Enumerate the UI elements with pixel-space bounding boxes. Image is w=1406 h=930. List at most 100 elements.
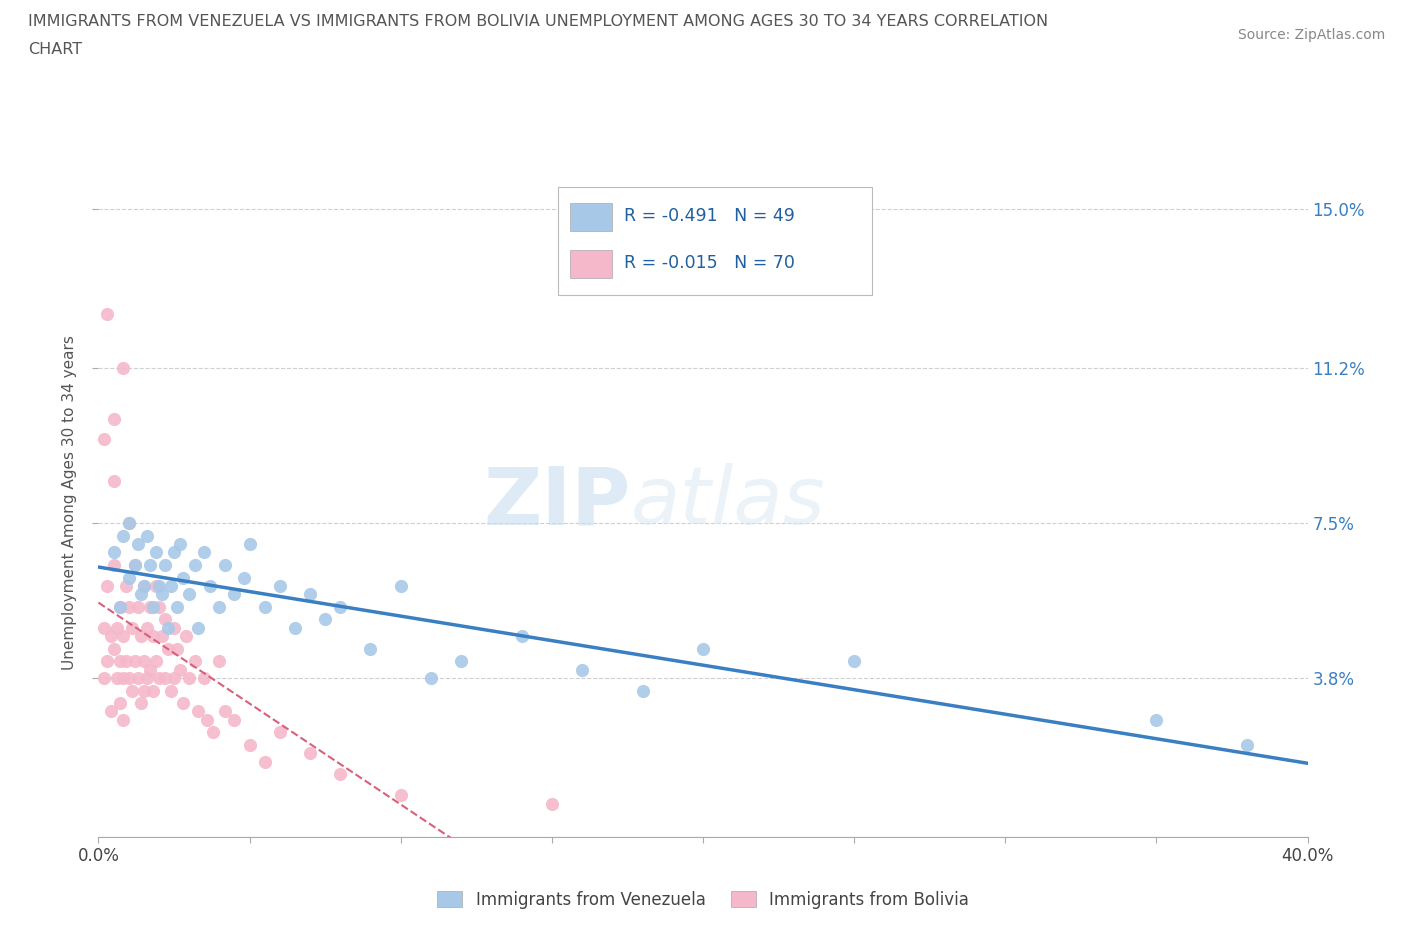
Point xyxy=(135,671,157,685)
Point xyxy=(169,662,191,677)
Point xyxy=(114,654,136,669)
Y-axis label: Unemployment Among Ages 30 to 34 years: Unemployment Among Ages 30 to 34 years xyxy=(62,335,77,670)
Point xyxy=(153,612,176,627)
Point xyxy=(93,671,115,685)
FancyBboxPatch shape xyxy=(558,188,872,295)
Point xyxy=(156,642,179,657)
Point xyxy=(239,737,262,752)
Point xyxy=(105,671,128,685)
Point xyxy=(153,671,176,685)
Point xyxy=(111,671,134,685)
Point xyxy=(127,537,149,551)
Point xyxy=(96,654,118,669)
Point xyxy=(1236,737,1258,752)
Point xyxy=(111,528,134,543)
Point xyxy=(450,654,472,669)
Point xyxy=(253,600,276,615)
Point xyxy=(124,558,146,573)
Point xyxy=(145,545,167,560)
Point xyxy=(139,600,162,615)
Point xyxy=(169,537,191,551)
Point xyxy=(127,671,149,685)
Point xyxy=(692,642,714,657)
Text: Source: ZipAtlas.com: Source: ZipAtlas.com xyxy=(1237,28,1385,42)
Point xyxy=(214,704,236,719)
Point xyxy=(224,587,246,602)
Point xyxy=(145,578,167,593)
Point xyxy=(118,600,141,615)
Point xyxy=(166,642,188,657)
Point xyxy=(153,558,176,573)
Point xyxy=(200,578,222,593)
Point xyxy=(132,578,155,593)
Point xyxy=(150,629,173,644)
Point xyxy=(1144,712,1167,727)
Point xyxy=(329,766,352,781)
Point xyxy=(145,654,167,669)
Point xyxy=(108,600,131,615)
Point xyxy=(132,578,155,593)
Point xyxy=(103,545,125,560)
Point xyxy=(844,654,866,669)
Point xyxy=(103,411,125,426)
Point xyxy=(135,528,157,543)
Point xyxy=(142,600,165,615)
Point xyxy=(111,712,134,727)
Point xyxy=(139,558,162,573)
Point xyxy=(284,620,307,635)
Point xyxy=(100,629,122,644)
Text: R = -0.491   N = 49: R = -0.491 N = 49 xyxy=(624,207,796,225)
Point xyxy=(269,725,291,740)
Point xyxy=(193,671,215,685)
Point xyxy=(118,671,141,685)
Point xyxy=(299,746,322,761)
Point xyxy=(540,796,562,811)
Point xyxy=(93,432,115,447)
Point xyxy=(571,662,593,677)
Point xyxy=(179,671,201,685)
Point xyxy=(124,654,146,669)
Point xyxy=(314,612,336,627)
Point xyxy=(163,620,186,635)
Point xyxy=(118,516,141,531)
Point xyxy=(172,570,194,585)
Point xyxy=(135,620,157,635)
Point xyxy=(127,600,149,615)
Point xyxy=(129,629,152,644)
Point xyxy=(121,683,143,698)
Text: ZIP: ZIP xyxy=(484,463,630,541)
Point xyxy=(299,587,322,602)
Point xyxy=(129,696,152,711)
Point xyxy=(184,558,207,573)
Point xyxy=(142,629,165,644)
FancyBboxPatch shape xyxy=(569,203,613,231)
Point xyxy=(187,620,209,635)
Point xyxy=(103,558,125,573)
Point xyxy=(239,537,262,551)
Point xyxy=(510,629,533,644)
Point xyxy=(100,704,122,719)
Point xyxy=(631,683,654,698)
Point xyxy=(193,545,215,560)
Point xyxy=(96,578,118,593)
Point xyxy=(389,788,412,803)
Point xyxy=(148,600,170,615)
Point xyxy=(163,545,186,560)
Point xyxy=(118,570,141,585)
Point xyxy=(124,558,146,573)
Text: CHART: CHART xyxy=(28,42,82,57)
Point xyxy=(389,578,412,593)
Point xyxy=(103,474,125,489)
Point xyxy=(111,629,134,644)
Point xyxy=(105,620,128,635)
Point xyxy=(202,725,225,740)
Point xyxy=(108,654,131,669)
Point xyxy=(148,671,170,685)
Point xyxy=(232,570,254,585)
Point xyxy=(142,683,165,698)
Point xyxy=(93,620,115,635)
Point xyxy=(269,578,291,593)
Point xyxy=(187,704,209,719)
Point xyxy=(174,629,197,644)
Point xyxy=(132,654,155,669)
